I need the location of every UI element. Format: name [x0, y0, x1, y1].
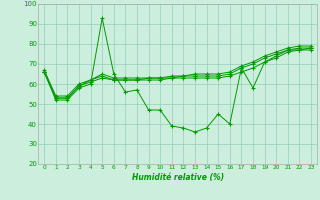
X-axis label: Humidité relative (%): Humidité relative (%) — [132, 173, 224, 182]
